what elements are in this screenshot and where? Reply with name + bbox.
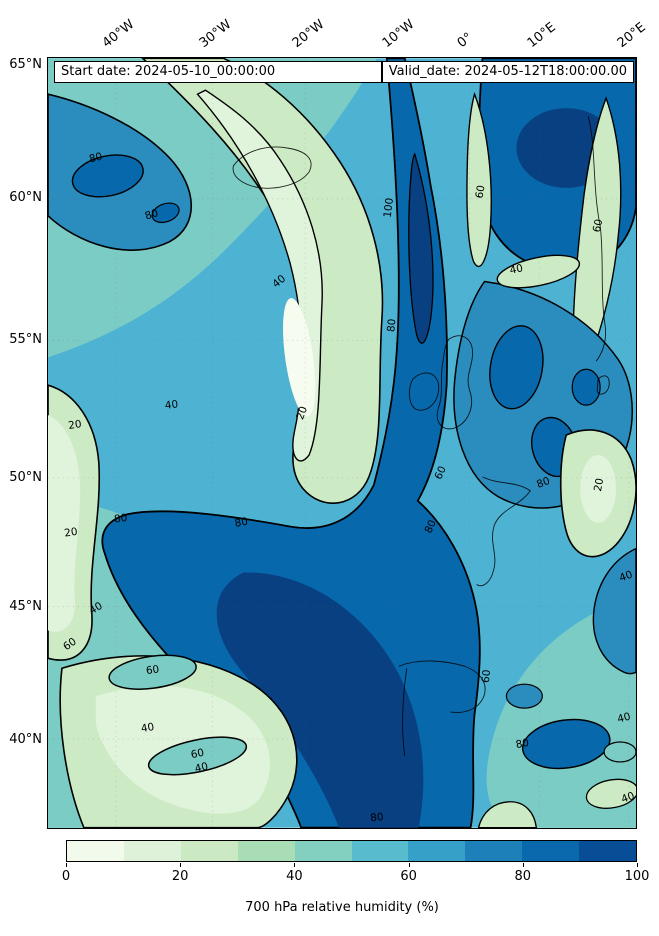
- contour-label: 40: [87, 600, 105, 617]
- contour-label: 40: [164, 398, 179, 412]
- lon-tick-label: 0°: [454, 30, 476, 51]
- lat-tick-label: 45°N: [9, 599, 42, 614]
- contour-label: 60: [190, 747, 206, 762]
- colorbar-tick-label: 40: [286, 869, 303, 884]
- date-annotation-bar: Start date: 2024-05-10_00:00:00 Valid_da…: [54, 61, 634, 83]
- colorbar-segment: [408, 841, 466, 861]
- lat-tick-label: 40°N: [9, 732, 42, 747]
- colorbar-segment: [180, 841, 238, 861]
- contour-label: 40: [618, 569, 635, 585]
- lat-tick-label: 65°N: [9, 57, 42, 72]
- colorbar-tick-label: 0: [61, 869, 71, 884]
- lon-tick-label: 20°W: [289, 17, 328, 51]
- colorbar-tick-label: 20: [171, 869, 189, 884]
- colorbar-tick-label: 60: [400, 869, 417, 884]
- contour-fill-layer: [48, 58, 636, 828]
- contour-label: 60: [591, 218, 606, 234]
- contour-label: 40: [509, 262, 525, 277]
- contour-label: 40: [616, 711, 632, 726]
- contour-label: 100: [382, 197, 396, 218]
- contour-label: 80: [234, 516, 249, 530]
- colorbar-tick-mark: [408, 863, 410, 867]
- colorbar-title: 700 hPa relative humidity (%): [245, 900, 439, 915]
- valid-date-label: Valid_date: 2024-05-12T18:00:00.00: [381, 61, 634, 83]
- start-date-label: Start date: 2024-05-10_00:00:00: [54, 61, 382, 83]
- colorbar-segment: [522, 841, 580, 861]
- colorbar-tick-mark: [294, 863, 296, 867]
- colorbar-segment: [294, 841, 352, 861]
- contour-label: 60: [145, 663, 160, 677]
- contour-label: 80: [370, 811, 384, 824]
- contour-label: 80: [535, 475, 552, 491]
- colorbar-segment: [67, 841, 124, 861]
- contour-label: 60: [432, 464, 449, 481]
- lon-tick-label: 40°W: [99, 17, 138, 51]
- contour-label: 80: [385, 318, 398, 332]
- lon-tick-label: 10°W: [379, 17, 418, 51]
- contour-label: 60: [480, 669, 493, 683]
- contour-label: 80: [113, 512, 128, 526]
- colorbar-tick-mark: [522, 863, 524, 867]
- contour-label: 80: [88, 151, 104, 166]
- colorbar-segment: [465, 841, 523, 861]
- colorbar: [66, 840, 637, 862]
- contour-label: 20: [67, 418, 82, 432]
- colorbar-segment: [579, 841, 637, 861]
- lat-tick-label: 50°N: [9, 470, 42, 485]
- contour-label: 40: [194, 760, 210, 775]
- lon-tick-label: 10°E: [524, 19, 559, 51]
- colorbar-segment: [123, 841, 181, 861]
- contour-label: 80: [422, 518, 439, 535]
- colorbar-tick-label: 80: [514, 869, 532, 884]
- colorbar-tick-mark: [180, 863, 182, 867]
- contour-label: 40: [140, 721, 155, 735]
- lat-tick-label: 60°N: [9, 190, 42, 205]
- contour-label: 20: [63, 526, 78, 540]
- lon-tick-label: 30°W: [196, 17, 235, 51]
- coastline-layer: [232, 115, 610, 756]
- colorbar-tick-label: 100: [624, 869, 650, 884]
- lat-tick-label: 55°N: [9, 332, 42, 347]
- colorbar-tick-mark: [66, 863, 67, 867]
- contour-label: 40: [620, 790, 636, 806]
- colorbar-tick-mark: [637, 863, 638, 867]
- lon-tick-label: 20°E: [614, 19, 649, 51]
- contour-label: 80: [515, 737, 530, 751]
- contour-label: 80: [143, 207, 159, 223]
- map-plot-area: 80 80 100 60 60 40 40 80 20 20 40 60 80 80 20 80 80 20 40 4…: [47, 57, 637, 829]
- colorbar-segment: [351, 841, 409, 861]
- colorbar-segment: [237, 841, 295, 861]
- contour-label: 20: [294, 405, 310, 422]
- contour-label: 20: [592, 477, 606, 492]
- contour-label: 60: [473, 184, 487, 199]
